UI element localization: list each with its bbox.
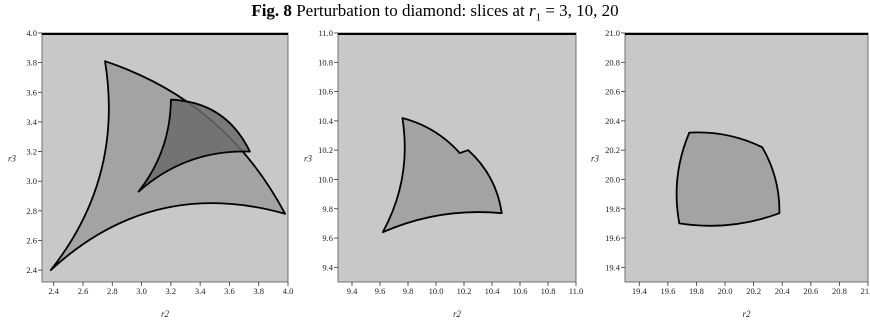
y-tick-label: 9.8 — [322, 204, 333, 214]
caption-subscript: 1 — [535, 11, 542, 24]
y-tick-label: 20.6 — [605, 87, 620, 97]
y-tick-label: 10.2 — [318, 145, 333, 155]
x-tick-label: 19.4 — [632, 286, 648, 296]
x-tick-label: 2.8 — [107, 286, 118, 296]
x-tick-label: 4.0 — [283, 286, 294, 296]
x-tick-label: 9.8 — [403, 286, 414, 296]
y-tick-label: 10.8 — [318, 57, 333, 67]
y-tick-label: 11.0 — [318, 28, 333, 38]
plot-panel-1: 2.4 2.6 2.8 3.0 3.2 3.4 3.6 3.8 4.0 2.4 2.6 2.8 3.0 3… — [8, 28, 293, 319]
y-tick-label: 21.0 — [605, 28, 620, 38]
y-tick-label: 20.0 — [605, 174, 620, 184]
y-tick-label: 4.0 — [26, 28, 37, 38]
region-light-1 — [675, 131, 781, 227]
y-tick-label: 20.8 — [605, 57, 620, 67]
x-tick-label: 10.8 — [541, 286, 556, 296]
caption-values: = 3, 10, 20 — [541, 1, 619, 20]
y-tick-label: 20.2 — [605, 145, 620, 155]
y-tick-label: 3.8 — [26, 58, 37, 68]
y-tick-label: 2.6 — [26, 236, 37, 246]
x-tick-label: 3.6 — [224, 286, 235, 296]
x-axis-label: r2 — [453, 309, 462, 319]
x-tick-label: 10.2 — [457, 286, 472, 296]
y-tick-label: 3.6 — [26, 87, 37, 97]
x-tick-label: 3.2 — [166, 286, 177, 296]
x-tick-label: 3.8 — [253, 286, 264, 296]
x-tick-label: 20.6 — [803, 286, 818, 296]
x-tick-label: 9.4 — [347, 286, 358, 296]
y-tick-label: 3.2 — [26, 147, 37, 157]
x-tick-label: 21.0 — [861, 286, 870, 296]
x-tick-label: 20.0 — [718, 286, 733, 296]
caption-variable: r — [528, 1, 536, 20]
x-tick-label: 20.8 — [832, 286, 847, 296]
x-tick-label: 10.6 — [513, 286, 528, 296]
y-tick-label: 10.0 — [318, 174, 333, 184]
x-tick-label: 2.4 — [48, 286, 59, 296]
x-tick-label: 20.2 — [746, 286, 761, 296]
y-tick-label: 19.8 — [605, 204, 620, 214]
figure-label: Fig. 8 — [251, 1, 292, 20]
x-tick-label: 10.0 — [429, 286, 444, 296]
y-axis-label: r3 — [8, 154, 17, 164]
figure-caption: Fig. 8 Perturbation to diamond: slices a… — [0, 1, 870, 27]
x-tick-label: 19.6 — [660, 286, 675, 296]
y-tick-label: 3.4 — [26, 117, 37, 127]
x-tick-label: 3.4 — [195, 286, 206, 296]
y-tick-label: 19.4 — [605, 262, 621, 272]
y-tick-label: 9.6 — [322, 233, 333, 243]
x-axis-label: r2 — [742, 309, 751, 319]
plot-panel-3: 19.4 19.6 19.8 20.0 20.2 20.4 20.6 20.8 21.0 19.4… — [591, 28, 870, 319]
y-tick-label: 10.4 — [318, 116, 334, 126]
x-tick-label: 19.8 — [689, 286, 704, 296]
x-tick-label: 3.0 — [136, 286, 147, 296]
y-tick-label: 2.8 — [26, 206, 37, 216]
y-tick-label: 3.0 — [26, 176, 37, 186]
y-tick-label: 2.4 — [26, 265, 37, 275]
x-axis-label: r2 — [161, 309, 170, 319]
x-tick-label: 11.0 — [569, 286, 584, 296]
x-tick-label: 9.6 — [375, 286, 386, 296]
region-light-1 — [381, 117, 503, 234]
x-tick-label: 10.4 — [485, 286, 501, 296]
x-tick-label: 2.6 — [78, 286, 89, 296]
x-tick-label: 20.4 — [775, 286, 791, 296]
plot-panel-2: 9.4 9.6 9.8 10.0 10.2 10.4 10.6 10.8 11.0 9.4 9.6 9… — [304, 28, 583, 319]
region-dark-2 — [137, 98, 251, 193]
y-tick-label: 10.6 — [318, 87, 333, 97]
y-tick-label: 20.4 — [605, 116, 621, 126]
y-axis-label: r3 — [591, 154, 600, 164]
caption-text: Perturbation to diamond: slices at — [296, 1, 529, 20]
y-tick-label: 9.4 — [322, 262, 333, 272]
y-axis-label: r3 — [304, 154, 313, 164]
y-tick-label: 19.6 — [605, 233, 620, 243]
